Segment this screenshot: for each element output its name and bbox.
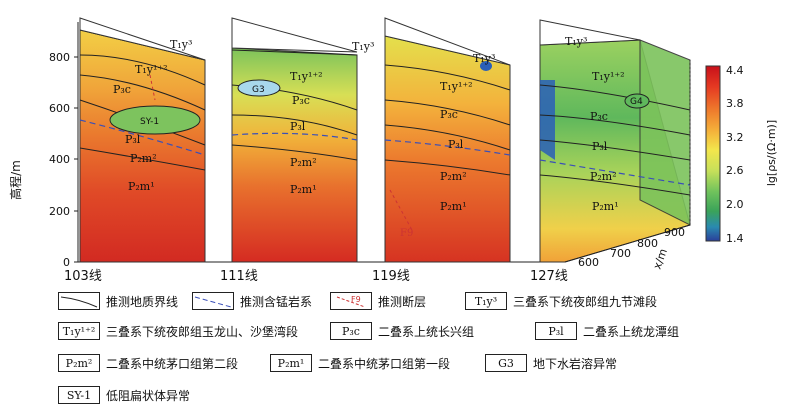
label-f9: F9 — [400, 228, 413, 239]
colorbar-tick: 3.8 — [726, 97, 744, 110]
label-p3l: P₃l — [592, 140, 608, 153]
label-p3l: P₃l — [125, 133, 141, 146]
y-tick-label: 800 — [49, 51, 70, 64]
y-axis-title: 高程/m — [8, 160, 23, 200]
xprime-tick-label: 800 — [637, 237, 658, 250]
label-p2m2: P₂m² — [440, 170, 467, 183]
colorbar-tick: 4.4 — [726, 64, 744, 77]
label-g3: G3 — [252, 85, 265, 95]
legend-item-mn-series: 推测含锰岩系 — [192, 290, 312, 312]
section-label-111: 111线 — [220, 269, 258, 284]
colorbar-tick: 3.2 — [726, 131, 744, 144]
g3-anomaly — [237, 79, 281, 97]
legend-item-boundary: 推测地质界线 — [58, 290, 178, 312]
section-label-127: 127线 — [530, 269, 568, 284]
label-p3c: P₃c — [292, 94, 310, 107]
label-p2m2: P₂m² — [590, 170, 617, 183]
label-p2m1: P₂m¹ — [440, 200, 467, 213]
legend-item-g3: G3 地下水岩溶异常 — [485, 352, 617, 374]
xprime-tick-label: 700 — [610, 247, 631, 260]
legend-item-sy1: SY-1 低阻扁状体异常 — [58, 384, 190, 406]
label-p2m1: P₂m¹ — [128, 180, 155, 193]
label-t1y12: T₁y¹⁺² — [290, 70, 323, 83]
colorbar-tick: 2.6 — [726, 164, 744, 177]
xprime-axis-title: x/m — [651, 247, 670, 271]
legend-item-p3c: P₃c 二叠系上统长兴组 — [330, 320, 474, 342]
y-tick-label: 0 — [63, 256, 70, 269]
legend-symbol-line — [58, 292, 100, 310]
xprime-tick-label: 900 — [664, 226, 685, 239]
y-tick-label: 600 — [49, 102, 70, 115]
label-g4: G4 — [630, 97, 643, 107]
sy1-anomaly — [109, 105, 201, 135]
label-p3c: P₃c — [440, 108, 458, 121]
label-p3l: P₃l — [290, 120, 306, 133]
label-t1y3: T₁y³ — [565, 35, 587, 48]
label-p3c: P₃c — [113, 83, 131, 96]
colorbar-tick: 1.4 — [726, 232, 744, 245]
legend-item-p2m1: P₂m¹ 二叠系中统茅口组第一段 — [270, 352, 450, 374]
label-p2m2: P₂m² — [130, 152, 157, 165]
g4-anomaly — [624, 93, 650, 109]
xprime-tick-label: 600 — [578, 256, 599, 269]
label-p3c: P₃c — [590, 110, 608, 123]
label-t1y12: T₁y¹⁺² — [440, 80, 473, 93]
legend-item-fault: F9 推测断层 — [330, 290, 426, 312]
label-p2m1: P₂m¹ — [290, 183, 317, 196]
section-panel-119 — [384, 17, 511, 263]
legend-item-t1y12: T₁y¹⁺² 三叠系下统夜郎组玉龙山、沙堡湾段 — [58, 320, 298, 342]
y-tick-label: 400 — [49, 153, 70, 166]
label-t1y12: T₁y¹⁺² — [592, 70, 625, 83]
colorbar-label: lg[ρs/(Ω·m)] — [765, 120, 778, 186]
label-t1y12: T₁y¹⁺² — [135, 63, 168, 76]
y-tick-label: 200 — [49, 205, 70, 218]
section-label-119: 119线 — [372, 269, 410, 284]
label-t1y3: T₁y³ — [473, 52, 495, 65]
section-panel-127 — [539, 19, 691, 263]
label-sy1: SY-1 — [140, 117, 159, 127]
label-t1y3: T₁y³ — [352, 40, 374, 53]
y-ticks — [74, 56, 78, 263]
label-p2m2: P₂m² — [290, 156, 317, 169]
legend-symbol-fault: F9 — [330, 292, 372, 310]
section-panel-111 — [231, 17, 358, 263]
label-p3l: P₃l — [448, 138, 464, 151]
legend-item-p3l: P₃l 二叠系上统龙潭组 — [535, 320, 679, 342]
label-p2m1: P₂m¹ — [592, 200, 619, 213]
colorbar: 4.4 3.8 3.2 2.6 2.0 1.4 lg[ρs/(Ω·m)] — [705, 64, 778, 245]
legend-symbol-dashed — [192, 292, 234, 310]
section-panel-103 — [79, 17, 206, 263]
legend-item-t1y3: T₁y³ 三叠系下统夜郎组九节滩段 — [465, 290, 657, 312]
colorbar-tick: 2.0 — [726, 198, 744, 211]
label-t1y3: T₁y³ — [170, 38, 192, 51]
section-label-103: 103线 — [64, 269, 102, 284]
legend-item-p2m2: P₂m² 二叠系中统茅口组第二段 — [58, 352, 238, 374]
svg-text:F9: F9 — [351, 295, 361, 304]
